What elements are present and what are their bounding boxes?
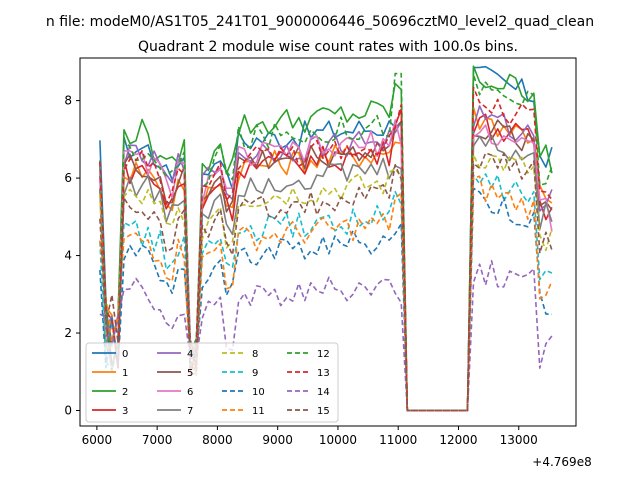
x-tick-label: 8000 <box>202 433 233 447</box>
legend-label-7: 7 <box>187 406 193 417</box>
legend-label-6: 6 <box>187 387 193 398</box>
y-tick-label: 0 <box>64 404 72 418</box>
legend-label-10: 10 <box>252 387 265 398</box>
axis-layer: 6000 7000 8000 9000 10000 11000 12000 13000 0 2 4 6… <box>64 94 537 447</box>
legend-label-15: 15 <box>317 406 330 417</box>
legend-label-13: 13 <box>317 368 330 379</box>
series-line-8 <box>99 154 553 412</box>
legend-label-4: 4 <box>187 349 193 360</box>
x-tick-label: 9000 <box>262 433 293 447</box>
legend-label-11: 11 <box>252 406 265 417</box>
series-line-12 <box>99 72 553 412</box>
legend-label-0: 0 <box>122 349 128 360</box>
y-tick-label: 6 <box>64 171 72 185</box>
x-tick-label: 12000 <box>439 433 477 447</box>
legend-label-3: 3 <box>122 406 128 417</box>
plot-frame <box>79 57 577 427</box>
x-tick-label: 7000 <box>142 433 173 447</box>
legend-box <box>85 342 339 423</box>
series-line-11 <box>99 175 553 412</box>
x-tick-label: 13000 <box>500 433 538 447</box>
series-layer <box>99 65 553 412</box>
suptitle: n file: modeM0/AS1T05_241T01_9000006446_… <box>46 14 594 30</box>
y-tick-label: 2 <box>64 326 72 340</box>
series-line-7 <box>99 134 553 412</box>
series-line-9 <box>99 173 553 412</box>
series-line-10 <box>99 187 552 412</box>
series-line-2 <box>99 65 553 412</box>
legend-label-2: 2 <box>122 387 128 398</box>
series-line-0 <box>99 65 553 412</box>
x-tick-label: 10000 <box>319 433 357 447</box>
y-tick-label: 4 <box>64 249 72 263</box>
x-tick-label: 6000 <box>82 433 113 447</box>
series-line-13 <box>99 86 553 412</box>
legend-label-9: 9 <box>252 368 258 379</box>
x-offset-label: +4.769e8 <box>532 455 591 469</box>
chart-title: Quadrant 2 module wise count rates with … <box>138 39 518 55</box>
series-line-5 <box>99 119 553 412</box>
legend-label-1: 1 <box>122 368 128 379</box>
x-tick-label: 11000 <box>379 433 417 447</box>
legend-label-12: 12 <box>317 349 330 360</box>
series-line-14 <box>99 260 553 412</box>
y-tick-label: 8 <box>64 94 72 108</box>
series-line-15 <box>99 152 553 412</box>
legend-label-14: 14 <box>317 387 330 398</box>
legend-label-5: 5 <box>187 368 193 379</box>
legend-label-8: 8 <box>252 349 258 360</box>
